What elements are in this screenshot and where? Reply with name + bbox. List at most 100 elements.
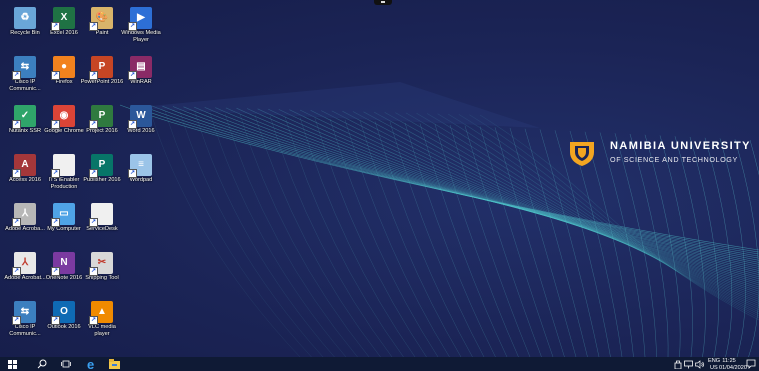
powerpoint-icon: P ↗ [89,56,113,80]
shortcut-arrow-icon: ↗ [89,316,98,325]
wordpad-icon: ≡ ↗ [128,154,152,178]
shortcut-arrow-icon: ↗ [128,71,137,80]
desktop-shortcut[interactable]: X ↗ Excel 2016 [42,6,86,52]
acrobat-icon: ⅄ ↗ [12,252,36,276]
region-indicator[interactable]: US [710,365,718,371]
shortcut-arrow-icon: ↗ [51,22,60,31]
desktop-shortcut[interactable]: 🎨 ↗ Paint [80,6,124,52]
language-indicator[interactable]: ENG [708,358,721,364]
internet-explorer-icon[interactable]: e [86,358,98,370]
desktop-shortcut[interactable]: ≡ ↗ Wordpad [119,153,163,199]
university-shield-icon [570,142,594,166]
taskbar: e ENG US 11:25 01/04/2020 [0,357,759,371]
shortcut-arrow-icon: ↗ [89,218,98,227]
desktop-shortcut-label: Excel 2016 [50,30,78,36]
desktop-shortcut[interactable]: ▭ ↗ My Computer [42,202,86,248]
nutanix-icon: ✓ ↗ [12,105,36,129]
shortcut-arrow-icon: ↗ [89,267,98,276]
shortcut-arrow-icon: ↗ [12,218,21,227]
vlc-icon: ▲ ↗ [89,301,113,325]
desktop-shortcut-label: WinRAR [130,79,152,85]
desktop-shortcut[interactable]: ⇆ ↗ Cisco IP Communic... [3,55,47,101]
notification-center-icon[interactable] [746,359,756,369]
shortcut-arrow-icon: ↗ [128,22,137,31]
shortcut-arrow-icon: ↗ [12,169,21,178]
cisco-icon: ⇆ ↗ [12,301,36,325]
shortcut-arrow-icon: ↗ [89,71,98,80]
desktop-shortcut[interactable]: ✂ ↗ Snipping Tool [80,251,124,297]
desktop-shortcut[interactable]: W ↗ Word 2016 [119,104,163,150]
desktop-shortcut-label: Recycle Bin [10,30,40,36]
desktop-shortcut[interactable]: ● ↗ Firefox [42,55,86,101]
desktop-shortcut[interactable]: ⅄ ↗ Adobe Acrobat... [3,251,47,297]
tray-device-icon[interactable] [674,360,682,369]
desktop-shortcut[interactable]: ⅄ ↗ Adobe Acroba... [3,202,47,248]
word-icon: W ↗ [128,105,152,129]
desktop-shortcut[interactable]: P ↗ Publisher 2016 [80,153,124,199]
desktop-shortcut-label: Paint [95,30,109,36]
clock-date[interactable]: 01/04/2020 [719,365,747,371]
desktop-shortcut[interactable]: ⇆ ↗ Cisco IP Communic... [3,300,47,346]
shortcut-arrow-icon: ↗ [51,120,60,129]
windows-start-icon[interactable] [8,360,17,369]
shortcut-arrow-icon: ↗ [51,218,60,227]
shortcut-arrow-icon: ↗ [51,169,60,178]
desktop-shortcut[interactable]: ✓ ↗ Nutanix SSR [3,104,47,150]
desktop-shortcut[interactable]: ↗ ServiceDesk [80,202,124,248]
desktop-shortcut[interactable]: ▶ ↗ Windows Media Player [119,6,163,52]
desktop-shortcut-label: Windows Media Player [121,30,161,43]
paint-icon: 🎨 ↗ [89,7,113,31]
project-icon: P ↗ [89,105,113,129]
outlook-icon: O ↗ [51,301,75,325]
clock-time[interactable]: 11:25 [722,358,736,364]
desktop-shortcut[interactable]: P ↗ Project 2016 [80,104,124,150]
desktop-shortcut-label: ITS iEnabler Production [48,177,80,190]
desktop-shortcut[interactable]: P ↗ PowerPoint 2016 [80,55,124,101]
access-icon: A ↗ [12,154,36,178]
top-bar-handle[interactable] [374,0,392,5]
volume-icon[interactable] [695,360,705,369]
desktop-shortcut-label: Adobe Acroba... [5,226,45,232]
task-view-icon[interactable] [61,360,71,369]
shortcut-arrow-icon: ↗ [51,71,60,80]
shortcut-arrow-icon: ↗ [51,267,60,276]
shortcut-arrow-icon: ↗ [89,22,98,31]
file-explorer-icon[interactable] [109,359,120,369]
desktop-shortcut[interactable]: ◉ ↗ Google Chrome [42,104,86,150]
document-icon: ↗ [89,203,113,227]
cisco-icon: ⇆ ↗ [12,56,36,80]
desktop-shortcut[interactable]: ▤ ↗ WinRAR [119,55,163,101]
desktop-background: ♻ Recycle Bin X ↗ Excel 2016 🎨 ↗ Paint ▶ ↗ Windows… [0,0,759,357]
shortcut-arrow-icon: ↗ [51,316,60,325]
svg-text:e: e [87,358,94,370]
document-icon: ↗ [51,154,75,178]
desktop-shortcut-label: Project 2016 [86,128,118,134]
excel-icon: X ↗ [51,7,75,31]
shortcut-arrow-icon: ↗ [89,120,98,129]
university-name: NAMIBIA UNIVERSITY [610,140,751,152]
desktop-shortcut[interactable]: ↗ ITS iEnabler Production [42,153,86,199]
desktop-shortcut-label: My Computer [47,226,81,232]
chrome-icon: ◉ ↗ [51,105,75,129]
desktop-shortcut-label: Access 2016 [8,177,42,183]
wallpaper-wave-graphic [119,82,759,357]
desktop-shortcut[interactable]: ▲ ↗ VLC media player [80,300,124,346]
search-icon[interactable] [37,359,47,369]
network-icon[interactable] [684,360,693,369]
university-logo: NAMIBIA UNIVERSITY OF SCIENCE AND TECHNO… [567,138,750,170]
shortcut-arrow-icon: ↗ [12,267,21,276]
desktop-shortcut[interactable]: ♻ Recycle Bin [3,6,47,52]
onenote-icon: N ↗ [51,252,75,276]
shortcut-arrow-icon: ↗ [128,120,137,129]
desktop-shortcut[interactable]: N ↗ OneNote 2016 [42,251,86,297]
desktop-shortcut-label: Snipping Tool [85,275,119,281]
desktop-shortcut-label: ServiceDesk [86,226,118,232]
desktop-shortcut-label: Wordpad [129,177,153,183]
desktop-shortcut[interactable]: A ↗ Access 2016 [3,153,47,199]
desktop-shortcut[interactable]: O ↗ Outlook 2016 [42,300,86,346]
shortcut-arrow-icon: ↗ [12,316,21,325]
desktop-shortcut-label: Adobe Acrobat... [4,275,46,281]
desktop-shortcut-label: Publisher 2016 [83,177,121,183]
university-subtitle: OF SCIENCE AND TECHNOLOGY [610,155,738,164]
shortcut-arrow-icon: ↗ [128,169,137,178]
